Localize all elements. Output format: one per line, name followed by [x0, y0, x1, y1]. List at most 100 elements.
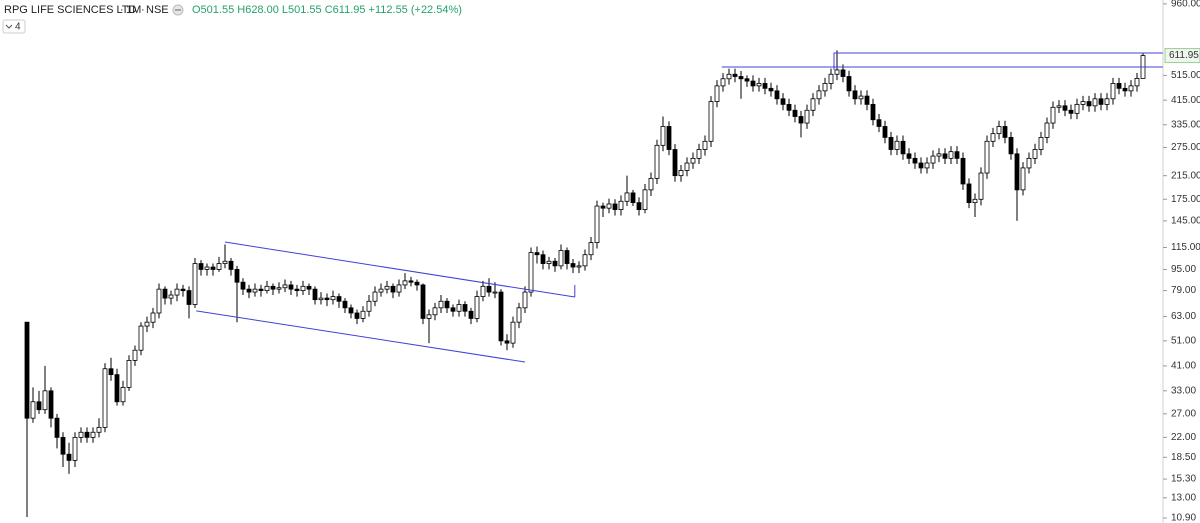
exchange[interactable]: NSE	[146, 4, 169, 16]
candle-body	[312, 288, 318, 301]
candle-body	[1116, 83, 1122, 89]
candle-body	[564, 250, 570, 264]
candle-body	[318, 297, 324, 301]
candle-body	[762, 83, 768, 89]
candle-body	[414, 281, 420, 286]
y-tick-label: 95.00	[1171, 264, 1196, 275]
candle-body	[552, 260, 558, 267]
candle-body	[222, 260, 228, 264]
candle-body	[624, 192, 630, 202]
candle-body	[642, 189, 648, 210]
candle-body	[1092, 98, 1098, 107]
candle-body	[696, 149, 702, 159]
candle-body	[372, 291, 378, 302]
indicator-toggle[interactable]	[2, 19, 26, 34]
candle-body	[336, 296, 342, 302]
y-tick-label: 13.00	[1171, 492, 1196, 503]
candle-body	[48, 390, 54, 419]
candle-body	[126, 360, 132, 388]
candle-body	[708, 101, 714, 142]
candle-body	[1008, 137, 1014, 155]
candle-body	[840, 69, 846, 77]
y-tick-label: 51.00	[1171, 335, 1196, 346]
candle-body	[966, 183, 972, 204]
candle-body	[864, 95, 870, 105]
candle-body	[324, 297, 330, 301]
candle-body	[672, 149, 678, 177]
chevron	[5, 24, 13, 29]
candle-body	[72, 436, 78, 461]
candle-body	[534, 252, 540, 256]
candle-body	[876, 119, 882, 127]
candle-body	[294, 288, 300, 292]
candle-body	[102, 368, 108, 428]
trendline	[833, 52, 1163, 70]
candle-body	[282, 284, 288, 289]
candle-body	[870, 103, 876, 121]
candle-body	[774, 90, 780, 100]
y-tick-label: 960.00	[1171, 0, 1200, 10]
candle-body	[738, 76, 744, 80]
candle-body	[1122, 87, 1128, 92]
candle-body	[714, 85, 720, 102]
y-tick-label: 145.00	[1171, 216, 1200, 227]
y-tick-label: 27.00	[1171, 409, 1196, 420]
candle-body	[954, 151, 960, 159]
candle-body	[816, 90, 822, 100]
candle-body	[78, 431, 84, 438]
candle-body	[138, 325, 144, 351]
trendline	[196, 310, 526, 363]
symbol[interactable]: RPG LIFE SCIENCES LTD	[4, 4, 136, 16]
candle-body	[918, 162, 924, 169]
candle-body	[882, 126, 888, 138]
candle-body	[1110, 83, 1116, 100]
candle-body	[276, 287, 282, 290]
candle-body	[960, 157, 966, 185]
candle-body	[150, 312, 156, 323]
candle-body	[648, 177, 654, 191]
candle-body	[246, 288, 252, 293]
candle-body	[36, 401, 42, 411]
candle-body	[1038, 137, 1044, 150]
candle-body	[858, 95, 864, 100]
interval[interactable]: 1M	[126, 4, 141, 16]
candle-body	[558, 250, 564, 267]
candle-body	[354, 312, 360, 319]
candle-body	[894, 140, 900, 150]
candle-body	[576, 265, 582, 268]
candle-body	[630, 192, 636, 204]
candle-body	[84, 431, 90, 438]
y-tick-label: 175.00	[1171, 194, 1200, 205]
candle-body	[834, 69, 840, 75]
candle-body	[744, 78, 750, 82]
candle-body	[300, 285, 306, 292]
candle-body	[786, 103, 792, 111]
candle-body	[726, 73, 732, 80]
candle-body	[426, 314, 432, 319]
candle-body	[402, 280, 408, 286]
candle-body	[120, 386, 126, 403]
candle-body	[216, 263, 222, 270]
candle-body	[510, 321, 516, 344]
candle-body	[234, 269, 240, 283]
candle-body	[600, 205, 606, 209]
candle-body	[504, 340, 510, 344]
y-tick-label: 275.00	[1171, 142, 1200, 153]
y-tick-label: 10.90	[1171, 513, 1196, 523]
candle-body	[1074, 103, 1080, 114]
candle-body	[408, 280, 414, 283]
price-marker-label: 611.95	[1169, 50, 1199, 61]
candle-body	[1080, 101, 1086, 105]
candle-body	[852, 90, 858, 100]
candle-body	[978, 172, 984, 200]
y-tick-label: 515.00	[1171, 70, 1200, 81]
candle-body	[522, 291, 528, 309]
candle-body	[486, 285, 492, 293]
y-tick-label: 335.00	[1171, 119, 1200, 130]
candle-body	[360, 310, 366, 319]
candle-body	[186, 290, 192, 305]
candle-body	[984, 140, 990, 174]
candle-body	[996, 126, 1002, 135]
